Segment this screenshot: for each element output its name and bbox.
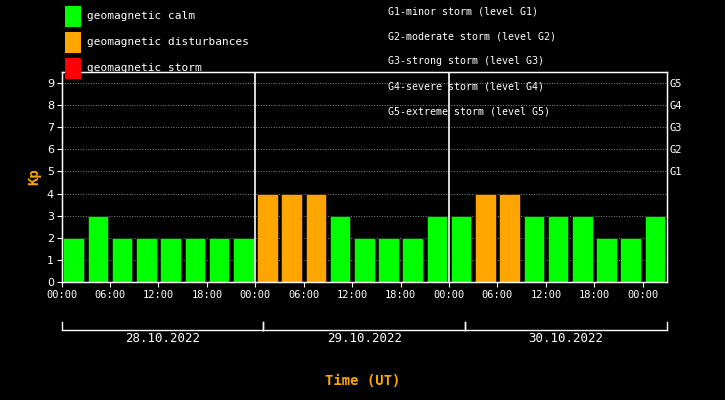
- Y-axis label: Kp: Kp: [28, 169, 41, 185]
- Bar: [621, 238, 641, 282]
- Text: geomagnetic storm: geomagnetic storm: [87, 64, 202, 74]
- Bar: [475, 194, 496, 282]
- Bar: [64, 238, 84, 282]
- Bar: [281, 194, 302, 282]
- Bar: [112, 238, 133, 282]
- Bar: [354, 238, 375, 282]
- Text: geomagnetic calm: geomagnetic calm: [87, 12, 195, 22]
- Text: 29.10.2022: 29.10.2022: [327, 332, 402, 344]
- Text: Time (UT): Time (UT): [325, 374, 400, 388]
- Text: G5-extreme storm (level G5): G5-extreme storm (level G5): [388, 107, 550, 117]
- Text: G3-strong storm (level G3): G3-strong storm (level G3): [388, 56, 544, 66]
- Bar: [645, 216, 665, 282]
- Bar: [451, 216, 471, 282]
- Bar: [257, 194, 278, 282]
- Bar: [500, 194, 520, 282]
- Text: G4-severe storm (level G4): G4-severe storm (level G4): [388, 82, 544, 92]
- Bar: [378, 238, 399, 282]
- Bar: [136, 238, 157, 282]
- Bar: [596, 238, 617, 282]
- Bar: [209, 238, 229, 282]
- Text: 28.10.2022: 28.10.2022: [125, 332, 200, 344]
- Bar: [160, 238, 181, 282]
- Bar: [185, 238, 205, 282]
- Bar: [572, 216, 592, 282]
- Bar: [427, 216, 447, 282]
- Text: 30.10.2022: 30.10.2022: [529, 332, 604, 344]
- Text: geomagnetic disturbances: geomagnetic disturbances: [87, 37, 249, 47]
- Bar: [548, 216, 568, 282]
- Bar: [306, 194, 326, 282]
- Text: G1-minor storm (level G1): G1-minor storm (level G1): [388, 6, 538, 16]
- Bar: [233, 238, 254, 282]
- Bar: [523, 216, 544, 282]
- Bar: [330, 216, 350, 282]
- Bar: [402, 238, 423, 282]
- Text: G2-moderate storm (level G2): G2-moderate storm (level G2): [388, 31, 556, 41]
- Bar: [88, 216, 108, 282]
